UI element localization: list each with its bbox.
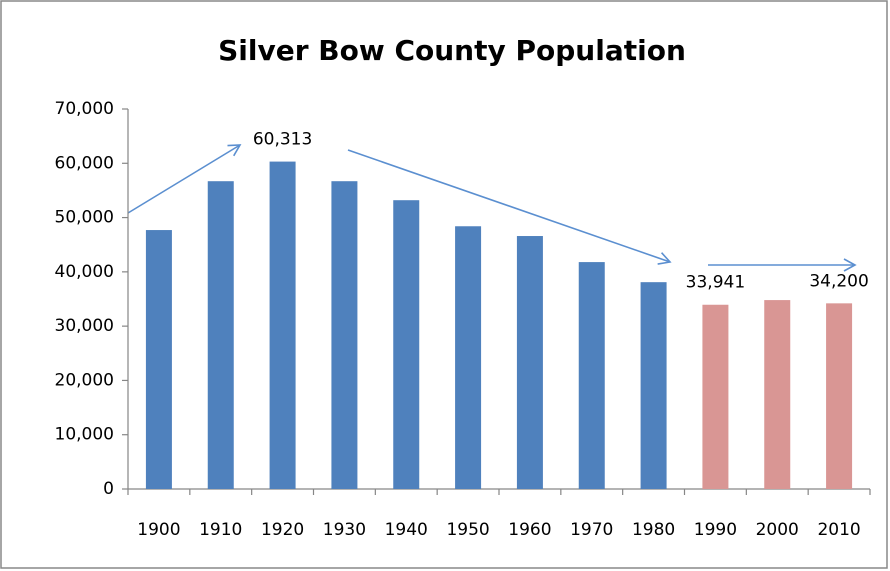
x-tick-label: 1910 [199,520,242,540]
x-tick-label: 1930 [323,520,366,540]
x-tick-label: 1940 [385,520,428,540]
bar [516,236,543,489]
chart-title: Silver Bow County Population [218,34,686,67]
bar [702,304,729,489]
y-tick-label: 10,000 [55,425,114,445]
bar [145,230,172,490]
bar [269,161,296,489]
bar [826,303,853,489]
data-label: 60,313 [253,130,312,150]
bar [393,200,420,489]
y-tick-label: 20,000 [55,370,114,390]
data-label: 33,941 [686,273,745,293]
x-tick-label: 1950 [446,520,489,540]
x-tick-label: 2000 [756,520,799,540]
bar [331,181,358,489]
y-tick-label: 70,000 [55,99,114,119]
x-tick-label: 1900 [137,520,180,540]
x-tick-label: 1920 [261,520,304,540]
x-tick-label: 2010 [817,520,860,540]
trend-arrow [127,144,242,214]
data-label: 34,200 [809,271,868,291]
x-tick-label: 1970 [570,520,613,540]
y-tick-label: 40,000 [55,262,114,282]
bar [207,181,234,489]
y-tick-label: 60,000 [55,153,114,173]
x-tick-label: 1990 [694,520,737,540]
bar [578,262,605,489]
bar [764,300,791,489]
y-tick-label: 0 [103,479,114,499]
x-tick-label: 1980 [632,520,675,540]
bar [455,226,482,489]
trend-arrow [347,149,672,265]
bar [640,282,667,489]
y-tick-label: 30,000 [55,316,114,336]
y-tick-label: 50,000 [55,208,114,228]
x-tick-label: 1960 [508,520,551,540]
